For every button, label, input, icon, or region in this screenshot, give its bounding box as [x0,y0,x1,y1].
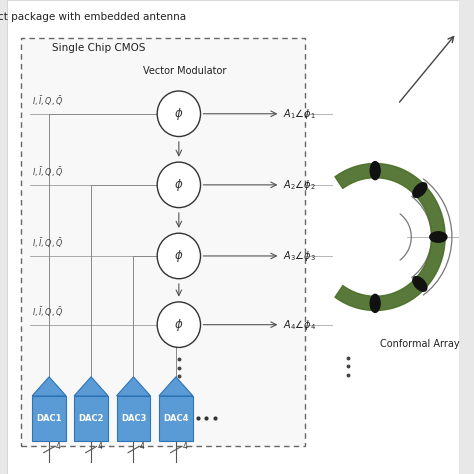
Text: $A_4\angle\phi_4$: $A_4\angle\phi_4$ [283,318,316,332]
Circle shape [157,302,201,347]
Text: 4: 4 [55,442,60,451]
Polygon shape [74,377,108,396]
Ellipse shape [370,162,380,180]
Text: $A_3\angle\phi_3$: $A_3\angle\phi_3$ [283,249,315,263]
Text: $\phi$: $\phi$ [174,177,183,193]
Text: DAC2: DAC2 [78,414,104,423]
Text: $I,\bar{I},Q,\bar{Q}$: $I,\bar{I},Q,\bar{Q}$ [32,165,64,179]
Bar [32,396,66,441]
Text: Conformal Array: Conformal Array [380,339,459,349]
Text: 4: 4 [140,442,145,451]
Text: $A_2\angle\phi_2$: $A_2\angle\phi_2$ [283,178,315,192]
Text: $I,\bar{I},Q,\bar{Q}$: $I,\bar{I},Q,\bar{Q}$ [32,237,64,250]
Text: $I,\bar{I},Q,\bar{Q}$: $I,\bar{I},Q,\bar{Q}$ [32,94,64,108]
Polygon shape [335,164,445,310]
Text: DAC3: DAC3 [121,414,146,423]
Text: $\phi$: $\phi$ [174,106,183,122]
Polygon shape [159,377,193,396]
Text: 4: 4 [97,442,102,451]
FancyBboxPatch shape [8,0,459,474]
Ellipse shape [370,294,380,312]
Circle shape [157,233,201,279]
Text: DAC1: DAC1 [36,414,62,423]
Ellipse shape [413,182,427,198]
Bar [74,396,108,441]
Text: ct package with embedded antenna: ct package with embedded antenna [0,12,186,22]
Text: 4: 4 [182,442,187,451]
Polygon shape [32,377,66,396]
Ellipse shape [413,276,427,292]
Bar [159,396,193,441]
Polygon shape [117,377,150,396]
Text: $I,\bar{I},Q,\bar{Q}$: $I,\bar{I},Q,\bar{Q}$ [32,305,64,319]
Text: $\phi$: $\phi$ [174,317,183,333]
Text: DAC4: DAC4 [163,414,189,423]
Circle shape [157,91,201,137]
Text: Single Chip CMOS: Single Chip CMOS [53,43,146,53]
FancyBboxPatch shape [21,38,305,446]
Text: Vector Modulator: Vector Modulator [143,66,226,76]
Text: $A_1\angle\phi_1$: $A_1\angle\phi_1$ [283,107,315,121]
Text: $\phi$: $\phi$ [174,248,183,264]
Circle shape [157,162,201,208]
Bar [117,396,150,441]
Ellipse shape [430,232,447,242]
